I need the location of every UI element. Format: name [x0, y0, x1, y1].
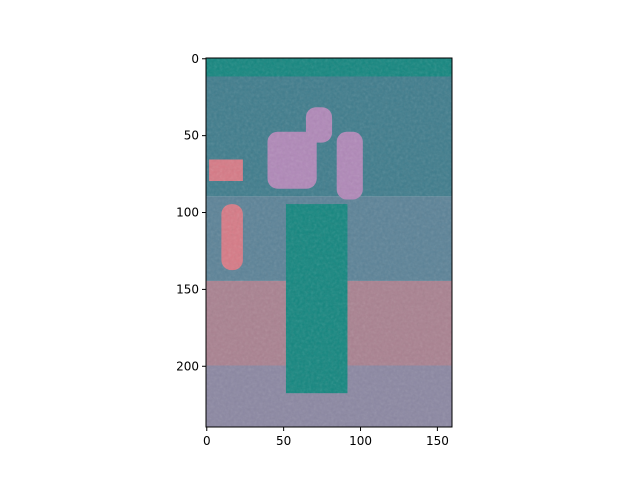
heatmap-image: [206, 58, 452, 427]
axes-frame: [205, 57, 453, 428]
image-texture: [206, 58, 452, 427]
x-tick-label: 100: [349, 434, 372, 448]
y-tick-label: 0: [191, 52, 199, 66]
y-tick-label: 100: [176, 206, 199, 220]
x-tick-label: 50: [276, 434, 291, 448]
x-tick-label: 0: [203, 434, 211, 448]
y-axis: 0 50 100 150 200: [176, 52, 206, 373]
y-tick-label: 200: [176, 359, 199, 373]
y-tick-label: 50: [184, 129, 199, 143]
y-tick-label: 150: [176, 282, 199, 296]
x-axis: 0 50 100 150: [203, 427, 449, 448]
x-tick-label: 150: [426, 434, 449, 448]
